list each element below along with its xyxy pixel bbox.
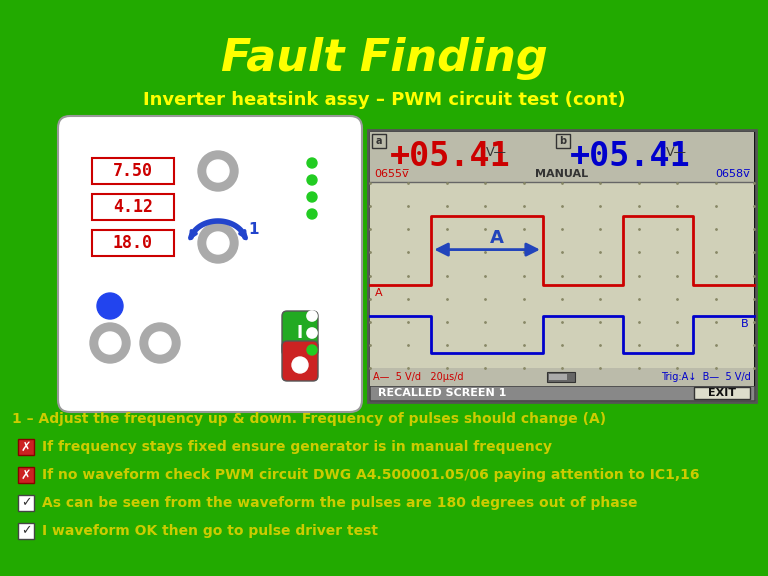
Text: ✓: ✓ [21, 525, 31, 537]
Bar [370, 368, 754, 386]
Circle shape [307, 175, 317, 185]
Text: EXIT: EXIT [708, 388, 736, 398]
Text: V—: V— [666, 146, 687, 158]
Text: Inverter heatsink assy – PWM circuit test (cont): Inverter heatsink assy – PWM circuit tes… [143, 91, 625, 109]
Text: b: b [559, 136, 567, 146]
Circle shape [97, 293, 123, 319]
Text: ✓: ✓ [21, 497, 31, 510]
Bar [370, 183, 754, 368]
Bar [92, 194, 174, 220]
Circle shape [307, 226, 317, 236]
Circle shape [307, 209, 317, 219]
Text: V—: V— [486, 146, 507, 158]
FancyBboxPatch shape [282, 341, 318, 381]
Bar [18, 467, 34, 483]
Circle shape [307, 328, 317, 338]
Circle shape [207, 232, 229, 254]
Circle shape [292, 357, 308, 373]
Text: A: A [490, 229, 504, 247]
Bar [368, 130, 756, 402]
Text: 0658v̅: 0658v̅ [715, 169, 750, 179]
Circle shape [307, 192, 317, 202]
Text: ✗: ✗ [21, 468, 31, 482]
Text: +05.41: +05.41 [390, 139, 511, 172]
Bar [694, 387, 750, 399]
Bar [370, 132, 754, 184]
Bar [18, 439, 34, 455]
Text: a: a [376, 136, 382, 146]
Bar [370, 386, 754, 400]
Text: RECALLED SCREEN 1: RECALLED SCREEN 1 [378, 388, 506, 398]
FancyBboxPatch shape [58, 116, 362, 412]
Text: 1: 1 [249, 222, 260, 237]
Circle shape [307, 294, 317, 304]
Bar [92, 230, 174, 256]
Text: 7.50: 7.50 [113, 162, 153, 180]
Text: A—  5 V/d   20μs/d: A— 5 V/d 20μs/d [373, 372, 464, 382]
Text: 0655v̅: 0655v̅ [374, 169, 409, 179]
Circle shape [149, 332, 171, 354]
Text: ✗: ✗ [21, 441, 31, 453]
Text: A: A [375, 288, 382, 298]
Text: If frequency stays fixed ensure generator is in manual frequency: If frequency stays fixed ensure generato… [42, 440, 552, 454]
Bar [18, 495, 34, 511]
Bar [18, 523, 34, 539]
Text: Trig:A↓  B—  5 V/d: Trig:A↓ B— 5 V/d [661, 372, 751, 382]
Circle shape [307, 243, 317, 253]
Bar [556, 134, 570, 148]
Text: 18.0: 18.0 [113, 234, 153, 252]
Circle shape [307, 277, 317, 287]
Circle shape [307, 311, 317, 321]
Circle shape [90, 323, 130, 363]
Circle shape [140, 323, 180, 363]
Circle shape [198, 223, 238, 263]
Bar [549, 374, 567, 380]
Circle shape [198, 151, 238, 191]
Text: As can be seen from the waveform the pulses are 180 degrees out of phase: As can be seen from the waveform the pul… [42, 496, 637, 510]
Circle shape [307, 345, 317, 355]
Text: I: I [297, 324, 303, 342]
Text: MANUAL: MANUAL [535, 169, 588, 179]
Circle shape [147, 293, 173, 319]
Bar [372, 134, 386, 148]
Text: 4.12: 4.12 [113, 198, 153, 216]
Circle shape [307, 158, 317, 168]
Text: +05.41: +05.41 [570, 139, 690, 172]
Text: I waveform OK then go to pulse driver test: I waveform OK then go to pulse driver te… [42, 524, 378, 538]
FancyBboxPatch shape [282, 311, 318, 356]
Text: Fault Finding: Fault Finding [220, 36, 548, 79]
Bar [92, 158, 174, 184]
Text: 1 – Adjust the frequency up & down. Frequency of pulses should change (A): 1 – Adjust the frequency up & down. Freq… [12, 412, 606, 426]
Text: B: B [741, 319, 749, 329]
Circle shape [99, 332, 121, 354]
Circle shape [307, 260, 317, 270]
Bar [547, 372, 575, 382]
Circle shape [207, 160, 229, 182]
Text: If no waveform check PWM circuit DWG A4.500001.05/06 paying attention to IC1,16: If no waveform check PWM circuit DWG A4.… [42, 468, 700, 482]
